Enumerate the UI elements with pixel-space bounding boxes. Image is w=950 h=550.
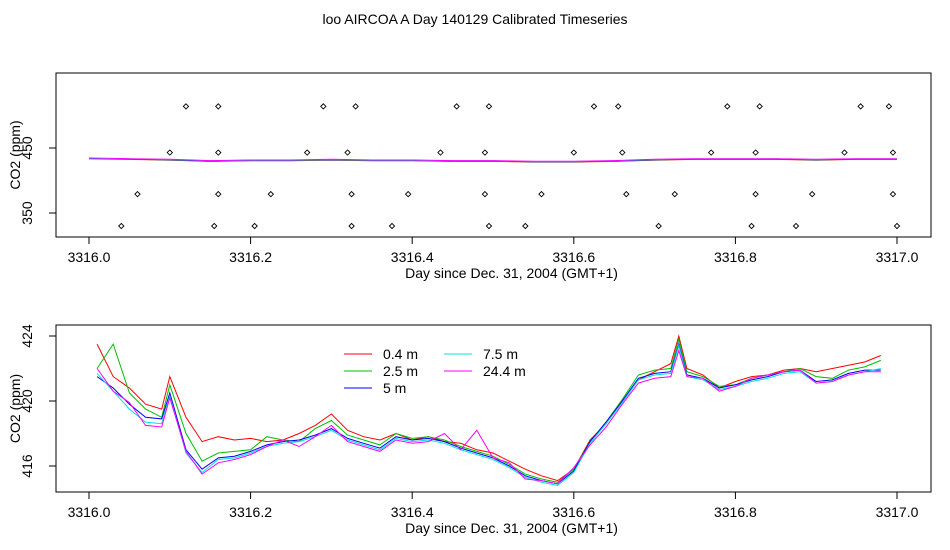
x-tick-label: 3316.0 bbox=[68, 249, 111, 265]
y-tick-label: 424 bbox=[19, 324, 35, 348]
scatter-point bbox=[590, 103, 598, 110]
x-tick-label: 3316.8 bbox=[714, 249, 757, 265]
scatter-point bbox=[615, 103, 622, 110]
scatter-point bbox=[889, 190, 897, 198]
scatter-point bbox=[404, 190, 412, 198]
scatter-point bbox=[756, 103, 763, 110]
x-tick-label: 3317.0 bbox=[876, 504, 919, 520]
scatter-point bbox=[134, 190, 141, 198]
x-tick-label: 3316.2 bbox=[229, 504, 272, 520]
scatter-point bbox=[485, 222, 493, 230]
scatter-point bbox=[388, 222, 396, 230]
page-title: loo AIRCOA A Day 140129 Calibrated Times… bbox=[322, 11, 628, 27]
y-axis-label: CO2 (ppm) bbox=[7, 120, 23, 189]
scatter-point bbox=[893, 222, 901, 230]
y-axis-label: CO2 (ppm) bbox=[7, 374, 23, 443]
scatter-point bbox=[215, 149, 222, 156]
x-tick-label: 3316.4 bbox=[391, 249, 434, 265]
legend-label: 7.5 m bbox=[483, 346, 518, 362]
series-line bbox=[96, 348, 881, 485]
series-line bbox=[96, 334, 881, 482]
scatter-point bbox=[857, 103, 864, 110]
x-tick-label: 3316.4 bbox=[391, 504, 434, 520]
scatter-point bbox=[320, 103, 327, 110]
plot-frame-1 bbox=[55, 72, 932, 238]
legend-label: 2.5 m bbox=[383, 363, 418, 379]
x-tick-label: 3316.8 bbox=[714, 504, 757, 520]
x-tick-label: 3316.6 bbox=[552, 249, 595, 265]
scatter-point bbox=[251, 222, 258, 230]
y-tick-label: 350 bbox=[19, 201, 35, 225]
scatter-point bbox=[481, 190, 489, 198]
scatter-point bbox=[453, 103, 460, 110]
x-tick-label: 3316.2 bbox=[229, 249, 272, 265]
scatter-point bbox=[166, 149, 174, 156]
series-line bbox=[96, 343, 881, 487]
scatter-point bbox=[570, 149, 578, 156]
scatter-point bbox=[619, 149, 626, 156]
flat-series-line bbox=[88, 157, 897, 162]
scatter-point bbox=[215, 103, 222, 110]
scatter-point bbox=[485, 103, 493, 110]
scatter-point bbox=[808, 190, 816, 198]
x-tick-label: 3316.0 bbox=[68, 504, 111, 520]
scatter-point bbox=[538, 190, 545, 198]
x-axis-label: Day since Dec. 31, 2004 (GMT+1) bbox=[405, 265, 618, 281]
scatter-point bbox=[671, 190, 679, 198]
scatter-point bbox=[724, 103, 731, 110]
scatter-point bbox=[267, 190, 275, 198]
scatter-point bbox=[522, 222, 529, 230]
y-tick-label: 450 bbox=[19, 136, 35, 160]
scatter-point bbox=[348, 190, 355, 198]
x-axis-label: Day since Dec. 31, 2004 (GMT+1) bbox=[405, 520, 618, 536]
scatter-point bbox=[841, 149, 848, 156]
scatter-point bbox=[481, 149, 489, 156]
scatter-point bbox=[889, 149, 897, 156]
y-tick-label: 420 bbox=[19, 389, 35, 413]
x-tick-label: 3317.0 bbox=[876, 249, 919, 265]
scatter-point bbox=[623, 190, 630, 198]
scatter-point bbox=[655, 222, 662, 230]
scatter-point bbox=[748, 222, 755, 230]
scatter-point bbox=[752, 149, 759, 156]
scatter-point bbox=[885, 103, 893, 110]
scatter-point bbox=[303, 149, 311, 156]
scatter-point bbox=[437, 149, 444, 156]
legend-label: 24.4 m bbox=[483, 363, 526, 379]
scatter-point bbox=[211, 222, 218, 230]
scatter-point bbox=[182, 103, 190, 110]
x-tick-label: 3316.6 bbox=[552, 504, 595, 520]
legend-label: 5 m bbox=[383, 380, 406, 396]
scatter-point bbox=[352, 103, 359, 110]
scatter-point bbox=[344, 149, 351, 156]
scatter-point bbox=[215, 190, 222, 198]
scatter-point bbox=[707, 149, 715, 156]
scatter-point bbox=[118, 222, 125, 230]
legend-label: 0.4 m bbox=[383, 346, 418, 362]
scatter-point bbox=[752, 190, 759, 198]
y-tick-label: 416 bbox=[19, 454, 35, 478]
scatter-point bbox=[348, 222, 355, 230]
plot-frame-2 bbox=[55, 324, 932, 493]
scatter-point bbox=[792, 222, 800, 230]
